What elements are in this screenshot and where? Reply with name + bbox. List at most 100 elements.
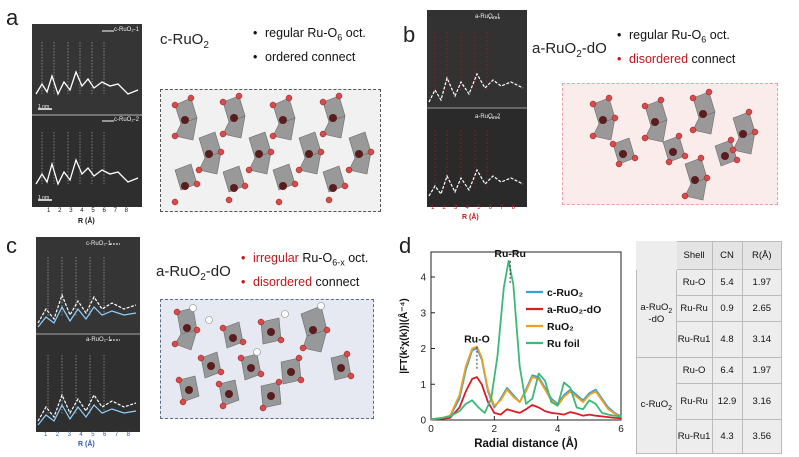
table-cell: 2.65 bbox=[741, 295, 783, 322]
x-tick: 5 bbox=[477, 205, 481, 211]
series-line bbox=[430, 260, 622, 421]
y-tick-label: 3 bbox=[420, 308, 426, 319]
legend-label: a-RuO₂-dO bbox=[547, 304, 601, 316]
panel-b-tem-image bbox=[427, 10, 527, 207]
bullet-item: • disordered connect bbox=[617, 51, 736, 66]
table-sample-cell: a-RuO2 -dO bbox=[636, 269, 677, 358]
legend-label: RuO₂ bbox=[547, 321, 574, 333]
panel-c-title: a-RuO2-dO bbox=[156, 263, 231, 283]
x-tick-label: 2 bbox=[492, 424, 498, 435]
bullet-item: • disordered connect bbox=[241, 274, 360, 289]
table-cell: Ru-O bbox=[675, 269, 713, 296]
table-cell: 3.56 bbox=[741, 419, 783, 454]
annotation-label: Ru-O bbox=[464, 334, 490, 346]
panel-a-x-ticks: 1 2 3 4 5 6 7 8 bbox=[32, 208, 142, 220]
panel-a-scale-bottom: 1 nm bbox=[38, 195, 50, 201]
y-axis-label: |FT(k²χ(k))|(Å⁻⁴) bbox=[397, 298, 410, 373]
x-tick-label: 6 bbox=[618, 424, 624, 435]
panel-b-legend-top: a-RuO₂-1 bbox=[475, 14, 501, 20]
legend-label: c-RuO₂ bbox=[547, 287, 584, 299]
x-tick: 1 bbox=[431, 205, 435, 211]
panel-a-structure-box bbox=[160, 89, 381, 212]
panel-c-legend-bottom: a-RuO₂-1 bbox=[86, 337, 112, 343]
bullet-item: • ordered connect bbox=[253, 49, 356, 64]
table-cell: 12.9 bbox=[711, 383, 743, 420]
panel-a-x-label: R (Å) bbox=[78, 218, 95, 225]
table-row: Ru-Ru1 4.3 3.56 bbox=[637, 419, 783, 454]
x-tick: 5 bbox=[91, 432, 95, 438]
panel-c-tem-image bbox=[36, 237, 140, 432]
legend-label: Ru foil bbox=[547, 338, 580, 350]
series-line bbox=[430, 376, 622, 421]
table-cell: Ru-Ru bbox=[675, 295, 713, 322]
x-tick: 6 bbox=[488, 205, 492, 211]
x-tick: 1 bbox=[47, 208, 51, 214]
x-tick: 6 bbox=[102, 208, 106, 214]
panel-b-x-ticks: 1 2 3 4 5 6 7 8 bbox=[427, 205, 527, 215]
table-cell: 4.3 bbox=[711, 419, 743, 454]
table-cell: Ru-Ru bbox=[675, 383, 713, 420]
panel-d-label: d bbox=[399, 233, 412, 258]
table-cell: 4.8 bbox=[711, 321, 743, 358]
x-tick-label: 4 bbox=[555, 424, 561, 435]
panel-a-legend-bottom: c-RuO₂-2 bbox=[114, 117, 139, 123]
table-row: c-RuO2 Ru-O 6.4 1.97 bbox=[636, 357, 783, 454]
x-tick: 4 bbox=[465, 205, 469, 211]
x-tick: 7 bbox=[113, 208, 117, 214]
y-tick-label: 1 bbox=[420, 380, 426, 391]
table-header-shell: Shell bbox=[675, 241, 713, 270]
panel-a-scale-top: 1 nm bbox=[38, 104, 50, 110]
table-cell: 0.9 bbox=[711, 295, 743, 322]
table-cell: Ru-O bbox=[675, 357, 713, 384]
panel-b-bullets: • regular Ru-O6 oct. • disordered connect bbox=[617, 26, 735, 69]
panel-a-title: c-RuO2 bbox=[160, 31, 209, 51]
x-tick: 6 bbox=[102, 432, 107, 438]
x-tick: 4 bbox=[79, 432, 83, 438]
panel-c-x-label: R (Å) bbox=[78, 441, 95, 448]
table-header-r: R(Å) bbox=[741, 241, 783, 270]
x-tick: 3 bbox=[454, 205, 458, 211]
panel-b-legend-bottom: a-RuO₂-2 bbox=[475, 114, 501, 120]
x-tick: 2 bbox=[55, 432, 60, 438]
x-tick: 2 bbox=[442, 205, 446, 211]
panel-c-bullets: • irregular Ru-O6-x oct. • disordered conn… bbox=[241, 249, 368, 292]
x-tick: 4 bbox=[80, 208, 84, 214]
x-tick: 8 bbox=[126, 432, 130, 438]
table-cell: 3.16 bbox=[741, 383, 783, 420]
y-tick-label: 4 bbox=[420, 273, 426, 284]
x-axis-label: Radial distance (Å) bbox=[474, 437, 578, 450]
table-header-row: Shell CN R(Å) bbox=[636, 241, 783, 270]
x-tick: 5 bbox=[91, 208, 95, 214]
table-cell: 1.97 bbox=[741, 357, 783, 384]
bullet-item: • regular Ru-O6 oct. bbox=[253, 26, 366, 43]
x-tick-label: 0 bbox=[428, 424, 434, 435]
table-row: a-RuO2 -dO Ru-O 5.4 1.97 bbox=[636, 269, 783, 358]
table-sample-cell: c-RuO2 bbox=[636, 357, 677, 454]
x-tick: 3 bbox=[67, 432, 71, 438]
y-tick-label: 2 bbox=[420, 344, 426, 355]
panel-a-tem-image bbox=[32, 24, 142, 207]
x-tick: 1 bbox=[44, 432, 48, 438]
panel-a-label: a bbox=[6, 5, 19, 30]
x-tick: 3 bbox=[69, 208, 73, 214]
panel-b-title: a-RuO2-dO bbox=[532, 40, 607, 60]
x-tick: 8 bbox=[124, 208, 128, 214]
table-header-cn: CN bbox=[711, 241, 743, 270]
panel-c-x-ticks: 1 2 3 4 5 6 7 8 bbox=[36, 432, 140, 442]
panel-b-label: b bbox=[403, 22, 416, 47]
panel-c-legend-top: c-RuO₂-1 bbox=[86, 241, 111, 247]
exafs-chart: 0 2 4 6 0 1 2 3 4 Radial distance (Å) |FT(k²χ(k))|… bbox=[397, 248, 624, 450]
bullet-item: • irregular Ru-O6-x oct. bbox=[241, 251, 369, 268]
x-tick: 7 bbox=[114, 432, 119, 438]
panel-a-bullets: • regular Ru-O6 oct. • ordered connect bbox=[253, 24, 366, 67]
series-line bbox=[430, 345, 622, 421]
x-tick: 8 bbox=[511, 205, 515, 211]
plot-frame bbox=[430, 251, 622, 421]
table-row: Ru-Ru 12.9 3.16 bbox=[637, 383, 783, 420]
y-tick-label: 0 bbox=[420, 416, 426, 427]
annotation-label: Ru-Ru bbox=[494, 248, 526, 260]
panel-a-legend-top: c-RuO₂-1 bbox=[114, 27, 139, 33]
table-header-sample bbox=[636, 241, 677, 270]
table-cell: 6.4 bbox=[711, 357, 743, 384]
panel-b-x-label: R (Å) bbox=[462, 214, 479, 221]
